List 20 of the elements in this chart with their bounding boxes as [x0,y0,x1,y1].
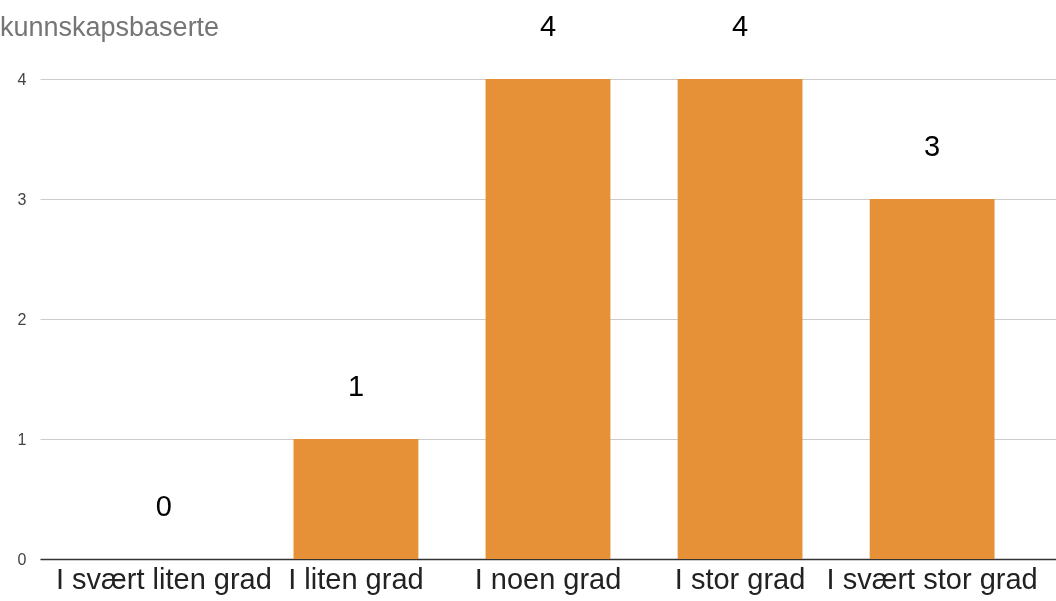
bar [293,439,419,559]
bar [869,199,995,559]
data-label: 0 [155,490,172,522]
y-tick-label: 4 [17,70,27,88]
y-tick-label: 1 [17,430,27,448]
x-tick-label: I svært stor grad [826,562,1038,595]
data-label: 3 [924,130,941,162]
y-tick-label: 0 [17,550,27,568]
data-label: 1 [347,370,365,402]
data-label: 4 [539,10,557,42]
chart-title: kunnskapsbaserte [0,12,220,42]
data-label: 4 [731,10,749,42]
bar [677,79,803,559]
y-tick-label: 3 [17,190,27,208]
bar [485,79,611,559]
x-tick-label: I noen grad [474,562,622,595]
x-tick-label: I svært liten grad [55,562,272,595]
y-tick-label: 2 [17,310,27,328]
x-tick-label: I liten grad [288,562,424,595]
x-tick-label: I stor grad [674,562,806,595]
